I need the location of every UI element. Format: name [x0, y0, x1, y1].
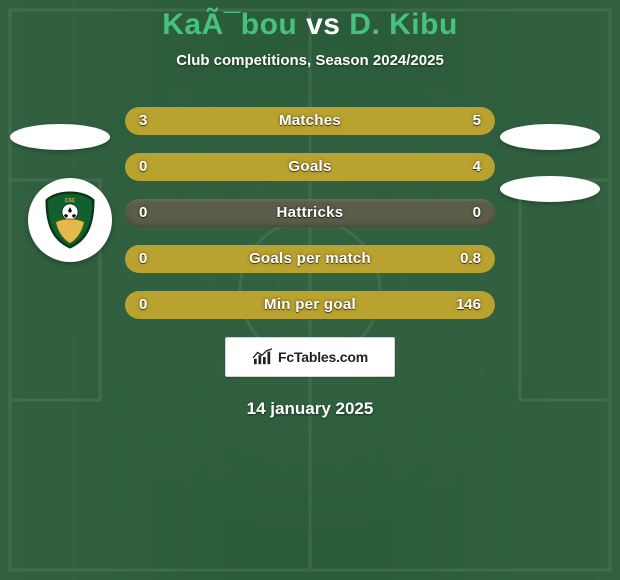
brand-box[interactable]: FcTables.com [225, 337, 395, 377]
club-badge-left: CSC [28, 178, 112, 262]
bar-row: 0146Min per goal [125, 291, 495, 319]
bar-label: Goals per match [125, 245, 495, 273]
decor-ellipse-left [10, 124, 110, 150]
title-player2: D. Kibu [349, 8, 458, 41]
bar-label: Goals [125, 153, 495, 181]
bar-row: 00.8Goals per match [125, 245, 495, 273]
brand-chart-icon [252, 348, 274, 366]
bar-row: 04Goals [125, 153, 495, 181]
bar-row: 35Matches [125, 107, 495, 135]
title-vs: vs [297, 8, 349, 41]
footer-date: 14 january 2025 [0, 399, 620, 419]
bar-row: 00Hattricks [125, 199, 495, 227]
bar-label: Hattricks [125, 199, 495, 227]
svg-text:CSC: CSC [65, 198, 76, 204]
title-player1: KaÃ¯bou [162, 8, 297, 41]
subtitle: Club competitions, Season 2024/2025 [0, 52, 620, 69]
decor-ellipse-right-2 [500, 176, 600, 202]
bar-label: Matches [125, 107, 495, 135]
bar-label: Min per goal [125, 291, 495, 319]
club-crest-icon: CSC [38, 188, 102, 252]
page-title: KaÃ¯bou vs D. Kibu [0, 8, 620, 42]
decor-ellipse-right [500, 124, 600, 150]
brand-text: FcTables.com [278, 349, 368, 365]
